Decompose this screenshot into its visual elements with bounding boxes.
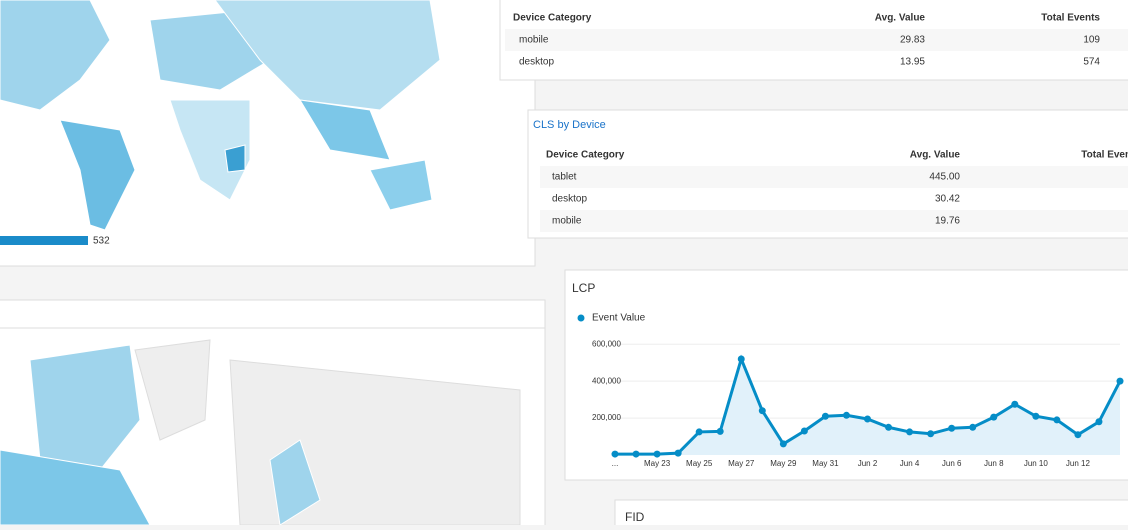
legend-dot <box>577 314 585 322</box>
area <box>615 359 1120 455</box>
chart-title: FID <box>625 510 645 524</box>
point <box>864 415 871 423</box>
y-tick-label: 200,000 <box>592 413 621 422</box>
table-cell: 445.00 <box>929 172 960 183</box>
table-cell: mobile <box>552 216 582 227</box>
point <box>611 450 619 458</box>
point <box>969 423 977 431</box>
point <box>653 450 661 458</box>
table-cell: desktop <box>552 194 587 205</box>
legend-label: Event Value <box>592 313 646 324</box>
x-tick-label: Jun 6 <box>942 459 962 468</box>
world-map <box>0 339 521 526</box>
x-tick-label: ... <box>612 459 619 468</box>
x-tick-label: May 23 <box>644 459 671 468</box>
table-row <box>540 188 1128 210</box>
table-row <box>540 210 1128 232</box>
x-tick-label: May 25 <box>686 459 713 468</box>
column-header: Avg. Value <box>910 150 961 161</box>
point <box>1074 431 1082 439</box>
point <box>927 430 935 438</box>
point <box>695 428 703 436</box>
column-header: Avg. Value <box>875 13 926 24</box>
table-row <box>540 166 1128 188</box>
point <box>906 428 914 436</box>
table-row <box>505 29 1128 51</box>
chart-panel <box>614 499 1128 530</box>
point <box>1116 377 1124 385</box>
x-tick-label: May 29 <box>770 459 797 468</box>
chart-title: LCP <box>572 281 595 295</box>
column-header: Device Category <box>546 150 625 161</box>
point <box>758 407 766 415</box>
cls-table: Device Category Avg. Value Total Events tab… <box>540 150 1128 232</box>
point <box>842 411 850 419</box>
y-tick-label: 400,000 <box>592 376 621 385</box>
y-tick-label: 600,000 <box>592 339 621 348</box>
table-cell: 13.95 <box>900 57 925 68</box>
column-header: Total Events <box>1081 150 1128 161</box>
point <box>1032 412 1040 420</box>
table-cell: 30.42 <box>935 194 960 205</box>
point <box>1095 418 1103 426</box>
legend-scale <box>0 236 88 245</box>
point <box>716 427 724 435</box>
panel-title[interactable]: CLS by Device <box>533 119 606 131</box>
x-tick-label: May 31 <box>812 459 839 468</box>
table-cell: mobile <box>519 35 549 46</box>
x-tick-label: Jun 4 <box>900 459 920 468</box>
point <box>990 413 998 421</box>
point <box>948 424 956 432</box>
table-row <box>505 51 1128 73</box>
device-table: Device Category Avg. Value Total Events mob… <box>505 13 1128 73</box>
x-tick-label: Jun 12 <box>1066 459 1091 468</box>
point <box>885 423 893 431</box>
column-header: Device Category <box>513 13 592 24</box>
point <box>737 355 745 363</box>
x-tick-label: May 27 <box>728 459 755 468</box>
x-tick-label: Jun 2 <box>858 459 878 468</box>
table-cell: tablet <box>552 172 577 183</box>
legend-max: 532 <box>93 236 110 247</box>
point <box>800 427 808 435</box>
table-cell: 109 <box>1083 35 1100 46</box>
x-tick-label: Jun 10 <box>1024 459 1049 468</box>
column-header: Total Events <box>1041 13 1100 24</box>
point <box>1011 400 1019 408</box>
point <box>779 440 787 448</box>
point <box>674 449 682 457</box>
table-cell: desktop <box>519 57 554 68</box>
line-chart: 200,000 400,000 600,000... May 23 May 25 May … <box>592 339 1124 468</box>
x-tick-label: Jun 8 <box>984 459 1004 468</box>
table-cell: 29.83 <box>900 35 925 46</box>
world-map <box>0 0 441 231</box>
point <box>821 412 829 420</box>
table-cell: 574 <box>1083 57 1100 68</box>
table-cell: 19.76 <box>935 216 960 227</box>
point <box>1053 416 1061 424</box>
point <box>632 450 640 458</box>
